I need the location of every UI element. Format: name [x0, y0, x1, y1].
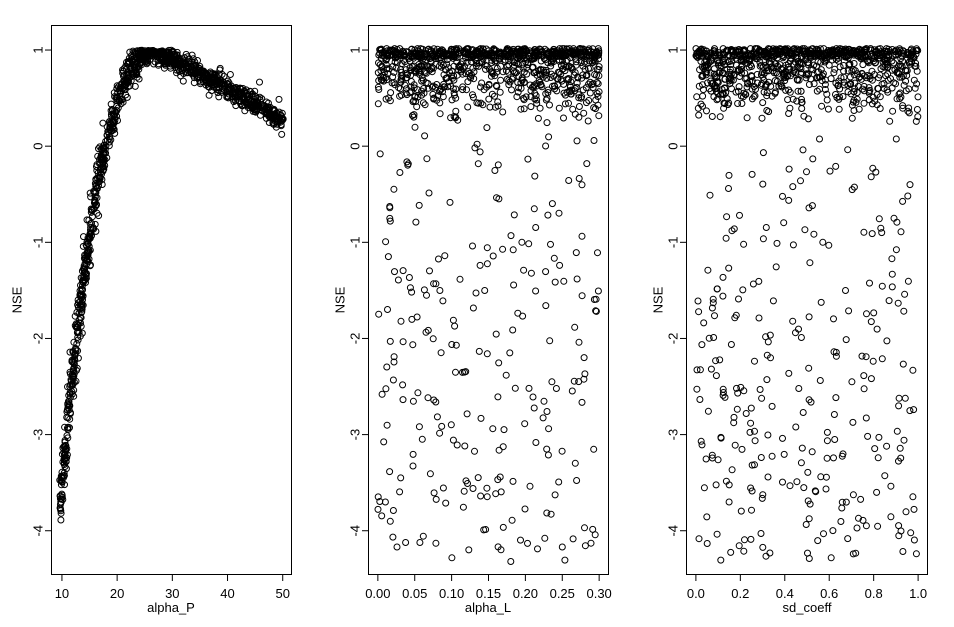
x-tick-label: 10	[55, 586, 69, 601]
x-tick-label: 0.4	[776, 586, 794, 601]
x-tick-label: 0.20	[513, 586, 538, 601]
y-tick-label: -3	[348, 429, 363, 441]
x-tick-label: 0.0	[687, 586, 705, 601]
data-points-layer	[692, 45, 922, 564]
y-tick-label: 1	[31, 46, 46, 53]
x-tick-label: 0.10	[439, 586, 464, 601]
y-tick-label: -1	[31, 237, 46, 249]
x-tick-label: 0.30	[586, 586, 611, 601]
plot-area-alpha_p	[51, 25, 292, 575]
x-tick-label: 1.0	[909, 586, 927, 601]
x-tick-label: 0.2	[731, 586, 749, 601]
y-axis-title: NSE	[333, 286, 348, 313]
y-tick-label: 1	[666, 46, 681, 53]
y-axis-title: NSE	[651, 286, 666, 313]
y-tick-label: -3	[666, 429, 681, 441]
y-tick-label: -2	[666, 333, 681, 345]
y-tick-label: 0	[31, 143, 46, 150]
data-points-layer	[56, 46, 287, 524]
x-tick-label: 0.6	[820, 586, 838, 601]
x-axis-title: sd_coeff	[783, 600, 832, 615]
plot-area-sd_coeff	[686, 25, 928, 575]
plot-area-alpha_l	[368, 25, 609, 575]
x-tick-label: 20	[110, 586, 124, 601]
x-tick-label: 30	[165, 586, 179, 601]
y-tick-label: -4	[31, 525, 46, 537]
y-tick-label: -2	[31, 333, 46, 345]
x-tick-label: 0.00	[365, 586, 390, 601]
y-tick-label: 0	[666, 143, 681, 150]
y-tick-label: 0	[348, 143, 363, 150]
x-tick-label: 0.05	[402, 586, 427, 601]
y-tick-label: 1	[348, 46, 363, 53]
y-tick-label: -4	[348, 525, 363, 537]
y-tick-label: -1	[666, 237, 681, 249]
x-axis-title: alpha_L	[465, 600, 511, 615]
x-axis-title: alpha_P	[147, 600, 195, 615]
y-tick-label: -2	[348, 333, 363, 345]
x-tick-label: 0.25	[550, 586, 575, 601]
x-tick-label: 50	[275, 586, 289, 601]
y-tick-label: -3	[31, 429, 46, 441]
y-axis-title: NSE	[10, 286, 25, 313]
y-tick-label: -1	[348, 237, 363, 249]
y-tick-label: -4	[666, 525, 681, 537]
data-points-layer	[374, 45, 603, 565]
x-tick-label: 0.8	[865, 586, 883, 601]
x-tick-label: 40	[220, 586, 234, 601]
x-tick-label: 0.15	[476, 586, 501, 601]
